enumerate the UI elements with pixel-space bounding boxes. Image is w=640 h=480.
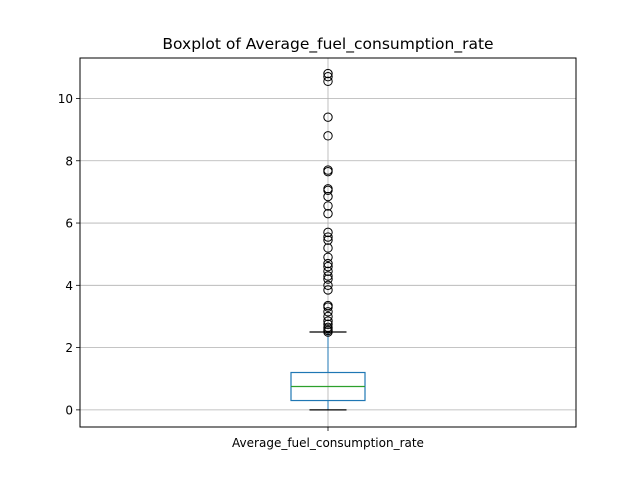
- outlier-point: [323, 184, 333, 194]
- outlier-point: [323, 208, 333, 219]
- outlier-point: [323, 232, 333, 242]
- outlier-point: [323, 235, 333, 245]
- y-tick-label: 0: [65, 403, 73, 417]
- outlier-point: [323, 258, 333, 269]
- outlier-point: [323, 311, 333, 322]
- outlier-point: [323, 316, 333, 326]
- plot-frame: [79, 57, 577, 428]
- y-tick-label: 8: [65, 154, 73, 168]
- outlier-point: [323, 68, 333, 79]
- outlier-point: [323, 261, 333, 272]
- y-tick-label: 2: [65, 341, 73, 355]
- outlier-point: [323, 112, 333, 122]
- y-tick-label: 4: [65, 279, 73, 293]
- outlier-point: [323, 319, 333, 329]
- outlier-point: [323, 266, 333, 277]
- outlier-point: [323, 165, 333, 175]
- outlier-point: [323, 201, 333, 211]
- outlier-point: [323, 280, 333, 291]
- outlier-point: [323, 300, 333, 311]
- outlier-point: [323, 191, 333, 202]
- outlier-point: [323, 243, 333, 253]
- outlier-point: [323, 307, 333, 317]
- axes: 0 2 4 6 8 10 Average_fuel_consumption_rate: [58, 92, 424, 450]
- outlier-point: [323, 131, 333, 141]
- outlier-point: [323, 271, 333, 281]
- outlier-point: [323, 322, 333, 333]
- x-tick-label: Average_fuel_consumption_rate: [232, 436, 424, 450]
- y-tick-label: 6: [65, 217, 73, 231]
- outlier-point: [323, 71, 333, 82]
- outlier-point: [323, 285, 333, 295]
- outlier-point: [323, 274, 333, 284]
- outlier-point: [323, 252, 333, 262]
- chart-title: Boxplot of Average_fuel_consumption_rate: [162, 35, 493, 54]
- outlier-point: [323, 227, 333, 238]
- plot-area: [290, 68, 366, 411]
- y-tick-label: 10: [58, 92, 73, 106]
- outlier-point: [323, 76, 333, 87]
